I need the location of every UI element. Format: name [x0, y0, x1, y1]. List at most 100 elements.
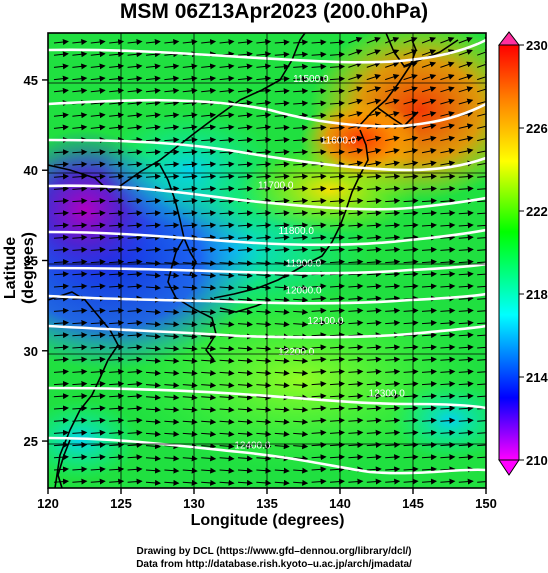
wind-vector: [182, 382, 198, 389]
wind-vector: [53, 161, 69, 168]
wind-vector: [127, 417, 143, 424]
wind-vector: [201, 479, 217, 486]
wind-vector: [90, 307, 106, 314]
wind-vector: [366, 222, 382, 229]
wind-vector: [403, 429, 419, 436]
wind-vector: [127, 246, 143, 253]
x-tick-label: 135: [256, 496, 278, 511]
wind-vector: [348, 222, 364, 229]
wind-vector: [385, 344, 401, 351]
contour-label: 11500.0: [293, 74, 329, 85]
wind-vector: [72, 405, 88, 412]
wind-vector: [440, 441, 456, 448]
wind-vector: [348, 148, 364, 154]
wind-vector: [293, 272, 309, 279]
wind-vector: [127, 271, 143, 278]
wind-vector: [293, 345, 309, 352]
wind-vector: [53, 307, 69, 314]
wind-vector: [90, 185, 106, 192]
wind-vector: [237, 185, 253, 192]
wind-vector: [53, 63, 69, 70]
wind-vector: [311, 356, 327, 363]
wind-vector: [311, 124, 327, 131]
wind-vector: [219, 260, 235, 267]
wind-vector: [458, 271, 474, 278]
wind-vector: [421, 271, 437, 278]
wind-vector: [348, 344, 364, 351]
wind-vector: [201, 112, 217, 119]
wind-vector: [366, 61, 381, 68]
wind-vector: [348, 197, 364, 204]
wind-vector: [458, 73, 474, 81]
wind-vector: [164, 467, 180, 474]
wind-vector: [164, 309, 180, 316]
wind-vector: [477, 234, 486, 241]
wind-vector: [164, 394, 180, 401]
wind-vector: [421, 332, 437, 339]
wind-vector: [329, 149, 345, 156]
wind-vector: [403, 405, 419, 412]
wind-vector: [329, 100, 345, 107]
wind-vector: [201, 75, 217, 82]
wind-vector: [201, 272, 217, 279]
wind-vector: [127, 63, 143, 70]
wind-vector: [72, 210, 88, 217]
wind-vector: [182, 357, 198, 364]
wind-vector: [440, 319, 456, 326]
wind-vector: [348, 160, 364, 167]
colorbar-tick-label: 226: [526, 121, 548, 136]
wind-vector: [421, 405, 437, 412]
wind-vector: [256, 222, 272, 229]
wind-vector: [458, 307, 474, 314]
wind-vector: [477, 454, 486, 461]
wind-vector: [145, 455, 161, 462]
wind-vector: [293, 136, 309, 143]
wind-vector: [127, 380, 143, 387]
wind-vector: [72, 197, 88, 204]
wind-vector: [237, 234, 253, 241]
wind-vector: [477, 49, 486, 56]
wind-vector: [311, 136, 327, 143]
wind-vector: [53, 51, 69, 58]
wind-vector: [403, 49, 418, 56]
wind-vector: [72, 380, 88, 387]
wind-vector: [274, 479, 290, 486]
wind-vector: [458, 258, 474, 265]
wind-vector: [127, 332, 143, 339]
wind-vector: [53, 87, 69, 94]
wind-vector: [219, 39, 235, 46]
wind-vector: [256, 112, 272, 119]
wind-vector: [53, 429, 69, 436]
wind-vector: [127, 429, 143, 436]
wind-vector: [293, 467, 309, 474]
wind-vector: [329, 283, 345, 290]
wind-vector: [201, 63, 217, 70]
wind-vector: [201, 39, 217, 46]
wind-vector: [53, 441, 69, 448]
wind-vector: [164, 100, 180, 107]
wind-vector: [90, 246, 106, 253]
wind-vector: [348, 49, 363, 56]
wind-vector: [72, 258, 88, 265]
wind-vector: [458, 61, 473, 68]
wind-vector: [182, 210, 198, 217]
wind-vector: [90, 332, 106, 339]
wind-vector: [293, 173, 309, 180]
wind-vector: [72, 149, 88, 156]
wind-vector: [201, 210, 217, 217]
wind-vector: [329, 356, 345, 363]
wind-vector: [164, 149, 180, 156]
wind-vector: [385, 307, 401, 314]
wind-vector: [72, 222, 88, 229]
wind-vector: [237, 51, 253, 58]
wind-vector: [72, 124, 88, 131]
wind-vector: [293, 197, 309, 204]
wind-vector: [182, 479, 198, 486]
wind-vector: [348, 86, 363, 93]
wind-vector: [274, 382, 290, 389]
wind-vector: [440, 368, 456, 375]
wind-vector: [145, 431, 161, 438]
wind-vector: [311, 344, 327, 351]
wind-vector: [385, 295, 401, 302]
wind-vector: [329, 332, 345, 339]
